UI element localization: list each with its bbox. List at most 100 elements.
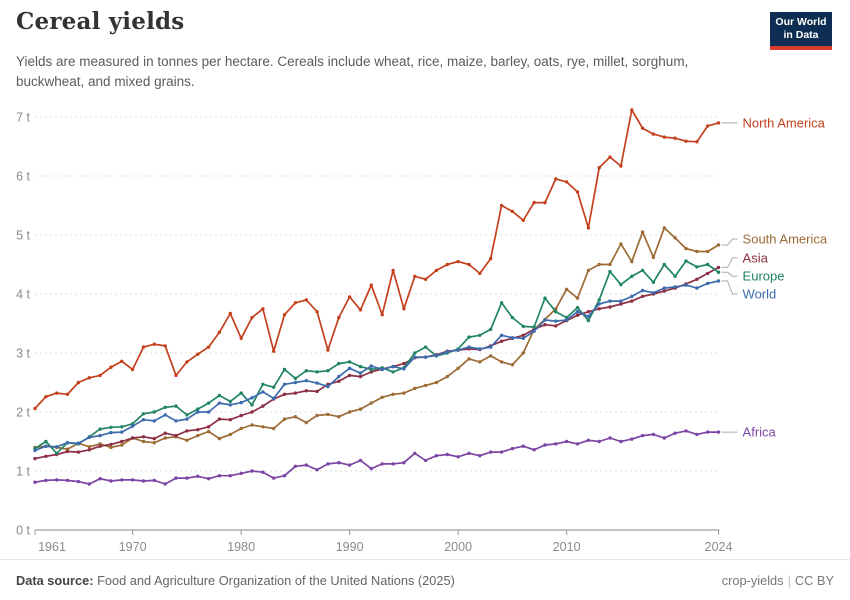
data-point <box>575 310 580 314</box>
data-point <box>206 345 211 349</box>
legend-connector <box>721 280 738 295</box>
data-point <box>695 249 699 254</box>
chart-slug: crop-yields <box>721 572 784 588</box>
data-point <box>109 365 113 369</box>
data-point <box>597 439 601 444</box>
line-europe[interactable] <box>34 260 719 455</box>
legend-label-world[interactable]: World <box>743 287 777 302</box>
data-point <box>597 262 601 267</box>
line-world[interactable] <box>34 280 719 452</box>
y-tick-label: 0 t <box>16 524 30 538</box>
chart-svg[interactable]: 0 t 1 t 2 t 3 t 4 t 5 t 6 t 7 t 1961 1970 1980 1990… <box>0 95 850 559</box>
data-point <box>87 435 92 440</box>
data-point <box>293 376 298 381</box>
data-point <box>521 333 525 337</box>
data-point <box>706 249 710 254</box>
data-point <box>152 419 156 423</box>
data-point <box>445 262 449 267</box>
line-asia[interactable] <box>34 266 719 460</box>
data-point <box>369 367 373 372</box>
data-point <box>684 429 688 433</box>
data-point <box>250 423 254 427</box>
data-point <box>369 283 373 287</box>
data-point <box>532 448 536 452</box>
data-point <box>619 439 623 444</box>
data-point <box>130 367 135 372</box>
data-point <box>543 323 547 327</box>
data-point <box>608 436 612 440</box>
data-point <box>358 458 363 463</box>
data-point <box>630 274 634 278</box>
license-link[interactable]: CC BY <box>794 572 834 588</box>
data-point <box>347 373 352 378</box>
data-point <box>586 314 591 319</box>
data-point <box>391 364 395 369</box>
data-point <box>445 452 449 457</box>
data-point <box>597 298 601 302</box>
data-point <box>196 352 200 356</box>
data-point <box>228 474 232 478</box>
data-point <box>619 242 623 246</box>
data-point <box>347 295 352 299</box>
data-point <box>185 429 189 433</box>
data-point <box>315 381 319 385</box>
data-point <box>554 324 558 328</box>
data-point <box>499 333 504 337</box>
legend-label-south-america[interactable]: South America <box>743 232 828 247</box>
data-point <box>239 413 243 418</box>
data-point <box>185 360 189 364</box>
legend-label-africa[interactable]: Africa <box>743 425 777 440</box>
data-point <box>380 395 384 399</box>
data-point <box>347 366 352 370</box>
data-point <box>630 294 634 299</box>
data-point <box>44 444 48 448</box>
data-point <box>640 126 645 130</box>
data-point <box>608 155 612 159</box>
data-source: Data source: Food and Agriculture Organi… <box>16 573 455 588</box>
line-south-america[interactable] <box>34 227 719 451</box>
data-point <box>337 379 341 383</box>
data-point <box>76 380 81 385</box>
data-point <box>141 345 146 349</box>
data-point <box>76 479 81 484</box>
data-point <box>109 430 113 435</box>
data-point <box>510 209 515 214</box>
data-point <box>337 461 341 465</box>
data-point <box>326 384 330 389</box>
data-point <box>640 433 645 438</box>
owid-logo[interactable]: Our World in Data <box>770 12 832 50</box>
y-tick-label: 7 t <box>16 111 30 125</box>
legend-label-north-america[interactable]: North America <box>743 115 826 130</box>
data-point <box>651 255 656 260</box>
data-point <box>304 379 308 383</box>
data-point <box>478 271 482 276</box>
data-point <box>499 203 504 208</box>
data-point <box>250 396 254 400</box>
data-point <box>423 458 428 463</box>
y-tick-label: 2 t <box>16 406 30 420</box>
data-point <box>673 136 677 140</box>
line-africa[interactable] <box>34 430 719 485</box>
data-point <box>499 360 504 364</box>
data-point <box>33 456 37 461</box>
data-point <box>109 442 113 447</box>
data-point <box>337 361 341 366</box>
data-point <box>510 446 515 451</box>
data-point <box>716 265 721 270</box>
data-point <box>55 391 59 395</box>
line-north-america[interactable] <box>34 109 719 410</box>
data-point <box>217 417 222 421</box>
legend-label-europe[interactable]: Europe <box>743 269 785 284</box>
legend-label-asia[interactable]: Asia <box>743 250 769 265</box>
data-point <box>521 444 525 448</box>
data-point <box>185 476 189 480</box>
data-point <box>261 470 265 474</box>
data-point <box>120 443 124 447</box>
data-point <box>261 307 265 311</box>
data-point <box>130 422 135 426</box>
data-point <box>55 451 59 455</box>
data-point <box>706 262 710 267</box>
data-point <box>98 433 102 438</box>
data-point <box>521 351 525 355</box>
data-point <box>282 417 287 421</box>
